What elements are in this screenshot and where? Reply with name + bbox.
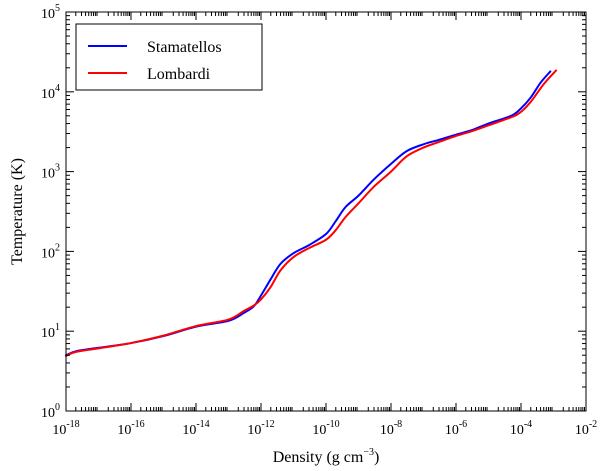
x-axis-label-base: Density (g cm xyxy=(273,449,364,466)
x-tick-label: 10-18 xyxy=(52,419,79,438)
series-layer xyxy=(65,69,558,357)
x-tick-label-exponent: -14 xyxy=(196,419,209,430)
y-tick-label: 101 xyxy=(41,322,60,341)
x-tick-label-exponent: -8 xyxy=(394,419,402,430)
y-tick-label-base: 10 xyxy=(41,326,55,341)
y-tick-label-exponent: 3 xyxy=(55,163,60,174)
x-tick-label: 10-16 xyxy=(117,419,144,438)
y-tick-label-exponent: 4 xyxy=(55,83,60,94)
series-line-lombardi xyxy=(65,69,558,357)
x-tick-label-base: 10 xyxy=(380,423,394,438)
x-tick-label: 10-4 xyxy=(510,419,532,438)
x-axis-label: Density (g cm−3) xyxy=(273,447,380,466)
x-tick-label: 10-6 xyxy=(445,419,467,438)
y-tick-label: 100 xyxy=(41,402,60,421)
y-tick-label-exponent: 0 xyxy=(55,402,60,413)
x-tick-label-exponent: -18 xyxy=(66,419,79,430)
x-tick-label-exponent: -16 xyxy=(131,419,144,430)
ticks-layer xyxy=(65,11,587,412)
y-tick-label-exponent: 5 xyxy=(55,3,60,14)
y-tick-label: 103 xyxy=(41,163,60,182)
y-tick-label-base: 10 xyxy=(41,167,55,182)
y-tick-label: 105 xyxy=(41,3,60,22)
x-tick-label-base: 10 xyxy=(117,423,131,438)
y-tick-label-base: 10 xyxy=(41,406,55,421)
legend-label-stamatellos: Stamatellos xyxy=(147,39,222,56)
x-tick-label-exponent: -10 xyxy=(326,419,339,430)
x-tick-label: 10-12 xyxy=(247,419,274,438)
y-tick-label-exponent: 2 xyxy=(55,242,60,253)
legend-label-lombardi: Lombardi xyxy=(147,66,211,83)
x-tick-label: 10-8 xyxy=(380,419,402,438)
x-tick-label-base: 10 xyxy=(52,423,66,438)
labels-layer: 10-18 10-16 10-14 10-12 10-10 10-8 10-6 10-4 10-… xyxy=(41,3,597,438)
x-tick-label-exponent: -6 xyxy=(459,419,467,430)
y-tick-label: 102 xyxy=(41,242,60,261)
x-tick-label: 10-10 xyxy=(312,419,339,438)
x-tick-label-base: 10 xyxy=(247,423,261,438)
x-axis-label-close: ) xyxy=(374,449,379,466)
x-tick-label: 10-2 xyxy=(575,419,597,438)
x-tick-label-exponent: -12 xyxy=(261,419,274,430)
x-tick-label-exponent: -2 xyxy=(589,419,597,430)
x-tick-label: 10-14 xyxy=(182,419,209,438)
y-tick-label-base: 10 xyxy=(41,7,55,22)
legend: Stamatellos Lombardi xyxy=(75,23,263,91)
y-tick-label-exponent: 1 xyxy=(55,322,60,333)
y-tick-label: 104 xyxy=(41,83,60,102)
x-tick-label-exponent: -4 xyxy=(524,419,532,430)
series-line-stamatellos xyxy=(65,70,552,357)
y-axis-label: Temperature (K) xyxy=(9,158,26,265)
x-tick-label-base: 10 xyxy=(510,423,524,438)
x-tick-label-base: 10 xyxy=(182,423,196,438)
y-tick-label-base: 10 xyxy=(41,246,55,261)
x-tick-label-base: 10 xyxy=(312,423,326,438)
x-tick-label-base: 10 xyxy=(575,423,589,438)
x-tick-label-base: 10 xyxy=(445,423,459,438)
y-tick-label-base: 10 xyxy=(41,87,55,102)
legend-box xyxy=(75,23,263,91)
x-axis-label-exponent: −3 xyxy=(363,447,374,458)
